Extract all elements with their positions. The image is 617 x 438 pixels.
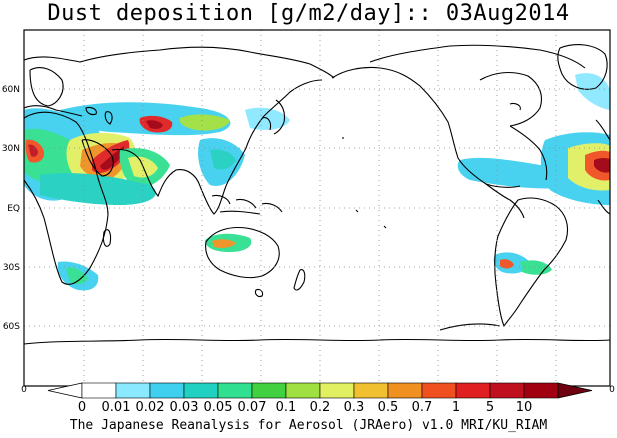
colorbar-swatch (81, 382, 117, 399)
colorbar-under-triangle (47, 382, 83, 399)
colorbar-tick-label: 0.05 (204, 400, 233, 415)
map-frame (23, 29, 611, 387)
colorbar-swatch (285, 382, 321, 399)
colorbar (47, 382, 593, 399)
colorbar-swatch (353, 382, 389, 399)
lat-label-60n: 60N (2, 85, 20, 95)
colorbar-tick-label: 0.03 (170, 400, 199, 415)
colorbar-swatch (455, 382, 491, 399)
colorbar-tick-label: 10 (516, 400, 533, 415)
colorbar-swatch (387, 382, 423, 399)
colorbar-tick-label: 0.5 (378, 400, 399, 415)
colorbar-tick-label: 5 (486, 400, 494, 415)
lat-label-eq: EQ (7, 204, 20, 214)
gridlines (24, 30, 610, 386)
lat-label-30s: 30S (3, 263, 20, 273)
colorbar-swatch (251, 382, 287, 399)
colorbar-swatch (523, 382, 559, 399)
colorbar-tick-labels: 0 0.01 0.02 0.03 0.05 0.07 0.1 0.2 0.3 0.5 0.7 1 5 10 (78, 400, 532, 415)
colorbar-right-edge-label: 0 (609, 385, 615, 395)
colorbar-tick-label: 0.3 (344, 400, 365, 415)
colorbar-swatch (421, 382, 457, 399)
colorbar-over-triangle (557, 382, 593, 399)
colorbar-swatch (149, 382, 185, 399)
colorbar-tick-label: 1 (452, 400, 460, 415)
colorbar-tick-label: 0.7 (412, 400, 433, 415)
colorbar-tick-label: 0.1 (276, 400, 297, 415)
dust-shading (24, 73, 610, 291)
colorbar-swatch (183, 382, 219, 399)
lat-label-30n: 30N (2, 144, 20, 154)
colorbar-tick-label: 0.2 (310, 400, 331, 415)
colorbar-swatch (489, 382, 525, 399)
map-panel: 60N 30N EQ 30S 60S (2, 29, 611, 387)
colorbar-swatch (319, 382, 355, 399)
colorbar-tick-label: 0.01 (102, 400, 131, 415)
colorbar-tick-label: 0.07 (238, 400, 267, 415)
colorbar-tick-label: 0 (78, 400, 86, 415)
colorbar-left-edge-label: 0 (21, 385, 27, 395)
colorbar-swatch (115, 382, 151, 399)
lat-label-60s: 60S (3, 322, 20, 332)
footer-credit: The Japanese Reanalysis for Aerosol (JRA… (69, 418, 548, 433)
coastlines (23, 44, 611, 345)
colorbar-tick-label: 0.02 (136, 400, 165, 415)
map-title: Dust deposition [g/m2/day]:: 03Aug2014 (47, 1, 570, 26)
latitude-labels: 60N 30N EQ 30S 60S (2, 85, 20, 332)
colorbar-swatch (217, 382, 253, 399)
